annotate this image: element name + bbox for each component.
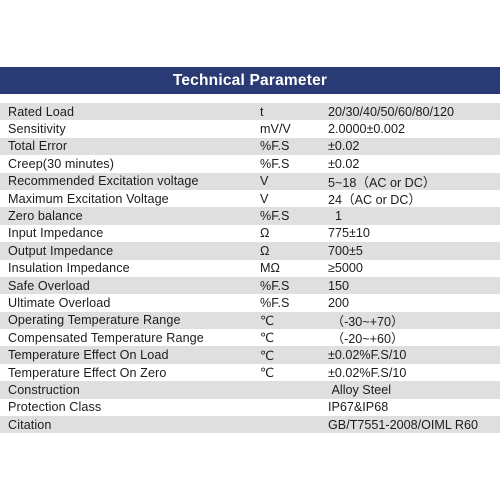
parameter-name: Operating Temperature Range <box>8 313 181 328</box>
parameter-value: ≥5000 <box>328 261 363 276</box>
table-row: Total Error %F.S ±0.02 <box>0 137 500 156</box>
parameter-value: 24（AC or DC） <box>328 193 422 208</box>
parameter-name: Ultimate Overload <box>8 295 111 310</box>
table-row: Sensitivity mV/V 2.0000±0.002 <box>0 120 500 137</box>
parameter-unit: ℃ <box>260 313 275 328</box>
parameter-value: 20/30/40/50/60/80/120 <box>328 104 455 119</box>
table-row: Creep(30 minutes) %F.S ±0.02 <box>0 155 500 172</box>
parameter-value: GB/T7551-2008/OIML R60 <box>328 417 479 432</box>
parameter-name: Protection Class <box>8 400 102 415</box>
parameter-unit: %F.S <box>260 156 290 171</box>
table-row: Construction Alloy Steel <box>0 381 500 399</box>
parameter-unit: ℃ <box>260 348 275 363</box>
parameter-unit: %F.S <box>260 278 290 293</box>
table-row: Zero balance %F.S 1 <box>0 207 500 225</box>
parameter-name: Total Error <box>8 139 68 154</box>
table-row: Temperature Effect On Zero ℃ ±0.02%F.S/1… <box>0 364 500 381</box>
table-row: Input Impedance Ω 775±10 <box>0 225 500 242</box>
parameter-name: Creep(30 minutes) <box>8 156 114 171</box>
parameter-name: Compensated Temperature Range <box>8 330 204 345</box>
parameter-value: 5~18（AC or DC） <box>328 175 436 190</box>
header-bar: Technical Parameter <box>0 67 500 94</box>
parameter-unit: V <box>260 191 269 206</box>
parameter-unit: %F.S <box>260 139 290 154</box>
parameter-name: Input Impedance <box>8 226 104 241</box>
parameter-name: Citation <box>8 417 52 432</box>
table-row: Temperature Effect On Load ℃ ±0.02%F.S/1… <box>0 346 500 364</box>
parameter-value: 2.0000±0.002 <box>328 122 405 137</box>
parameter-name: Insulation Impedance <box>8 261 130 276</box>
parameter-name: Temperature Effect On Zero <box>8 365 167 380</box>
parameter-name: Zero balance <box>8 209 83 224</box>
parameter-unit: V <box>260 174 269 189</box>
parameter-unit: %F.S <box>260 209 290 224</box>
table-row: Recommended Excitation voltage V 5~18（AC… <box>0 172 500 190</box>
parameter-unit: MΩ <box>260 261 280 276</box>
parameter-value: 775±10 <box>328 226 370 241</box>
table-row: Citation GB/T7551-2008/OIML R60 <box>0 416 500 434</box>
parameter-unit: Ω <box>260 243 270 258</box>
parameter-value: （-20~+60） <box>328 332 404 347</box>
parameter-name: Temperature Effect On Load <box>8 348 169 363</box>
parameter-value: Alloy Steel <box>328 382 391 397</box>
parameter-value: IP67&IP68 <box>328 400 389 415</box>
parameter-unit: ℃ <box>260 366 275 381</box>
parameter-value: ±0.02%F.S/10 <box>328 348 407 363</box>
table-row: Ultimate Overload %F.S 200 <box>0 294 500 311</box>
table-row: Safe Overload %F.S 150 <box>0 276 500 295</box>
table-row: Insulation Impedance MΩ ≥5000 <box>0 260 500 277</box>
table-row: Operating Temperature Range ℃ （-30~+70） <box>0 311 500 330</box>
parameter-unit: mV/V <box>260 122 291 137</box>
parameter-name: Construction <box>8 382 80 397</box>
page-title: Technical Parameter <box>172 71 328 89</box>
table-row: Protection Class IP67&IP68 <box>0 399 500 416</box>
parameter-unit: Ω <box>260 226 270 241</box>
parameter-unit: %F.S <box>260 295 290 310</box>
parameter-value: 1 <box>328 209 343 224</box>
parameter-unit: ℃ <box>260 331 275 346</box>
table-row: Rated Load t 20/30/40/50/60/80/120 <box>0 103 500 121</box>
parameter-value: （-30~+70） <box>328 314 404 329</box>
parameter-name: Maximum Excitation Voltage <box>8 191 169 206</box>
parameter-unit: t <box>260 104 264 119</box>
parameter-name: Sensitivity <box>8 122 66 137</box>
parameter-value: 700±5 <box>328 243 363 258</box>
parameter-table: Rated Load t 20/30/40/50/60/80/120 Sensi… <box>0 103 500 434</box>
parameter-name: Recommended Excitation voltage <box>8 174 199 189</box>
parameter-value: ±0.02%F.S/10 <box>328 365 407 380</box>
table-row: Output Impedance Ω 700±5 <box>0 242 500 260</box>
parameter-name: Rated Load <box>8 104 75 119</box>
parameter-name: Output Impedance <box>8 243 114 258</box>
table-row: Compensated Temperature Range ℃ （-20~+60… <box>0 329 500 347</box>
parameter-value: 200 <box>328 295 350 310</box>
table-row: Maximum Excitation Voltage V 24（AC or DC… <box>0 190 500 208</box>
parameter-value: ±0.02 <box>328 139 360 154</box>
parameter-value: 150 <box>328 278 350 293</box>
parameter-value: ±0.02 <box>328 156 360 171</box>
parameter-name: Safe Overload <box>8 278 90 293</box>
